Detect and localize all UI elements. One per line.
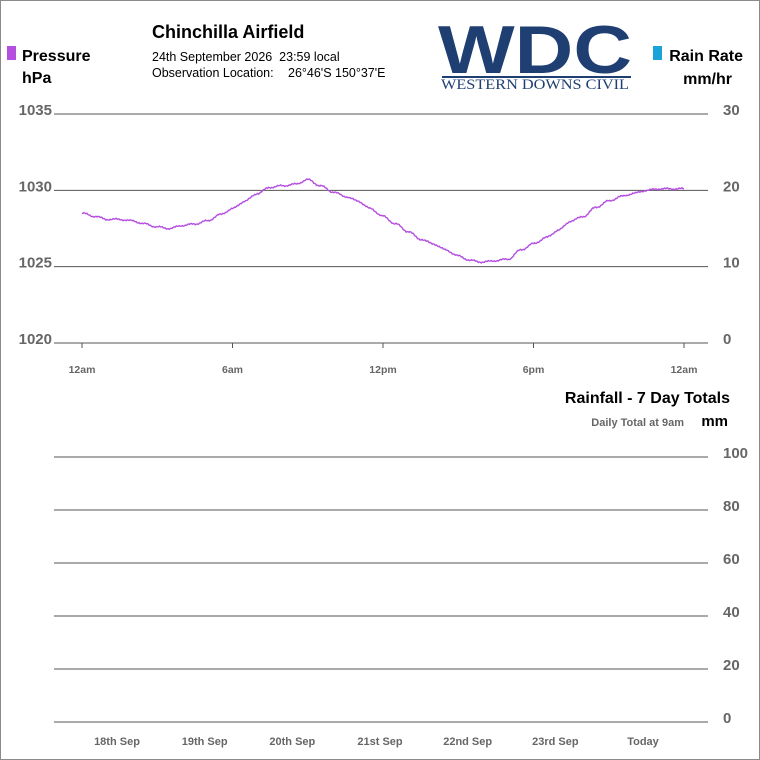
pressure-tick-label: 1025 (19, 255, 52, 272)
rainfall-day-ticks: 18th Sep 19th Sep 20th Sep 21st Sep 22nd Sep… (94, 736, 660, 748)
pressure-chart-grid (54, 113, 708, 344)
pressure-tick-label: 1030 (19, 178, 52, 195)
rainfall-unit-label: mm (701, 413, 728, 430)
rainfall-axis-ticks: 100 80 60 40 20 0 (723, 445, 748, 727)
observation-location-label: Observation Location: (152, 66, 274, 80)
pressure-axis-ticks: 1035 1030 1025 1020 (19, 102, 52, 348)
rainfall-day-label: 20th Sep (269, 736, 315, 748)
logo-subtitle: WESTERN DOWNS CIVIL (441, 77, 629, 93)
rainfall-tick-label: 0 (723, 710, 731, 727)
station-title: Chinchilla Airfield (152, 22, 304, 42)
pressure-legend-swatch (7, 46, 16, 60)
rainfall-day-label: 23rd Sep (532, 736, 579, 748)
rainfall-day-label: 19th Sep (182, 736, 228, 748)
logo-letters: WDC (438, 12, 632, 88)
rain-rate-unit-label: mm/hr (683, 71, 732, 88)
rain-rate-tick-label: 30 (723, 102, 740, 119)
pressure-unit-label: hPa (22, 70, 51, 87)
observation-datetime: 24th September 2026 23:59 local (152, 50, 340, 64)
rainfall-day-label: Today (627, 736, 659, 748)
rainfall-note: Daily Total at 9am (591, 417, 684, 429)
rain-rate-axis-ticks: 30 20 10 0 (723, 102, 740, 348)
pressure-series-line (81, 178, 685, 264)
observation-location-value: 26°46'S 150°37'E (288, 66, 386, 80)
time-axis-ticks: 12am 6am 12pm 6pm 12am (69, 343, 698, 376)
rainfall-day-label: 22nd Sep (443, 736, 492, 748)
rain-rate-legend-swatch (653, 46, 662, 60)
wdc-logo: WDC WESTERN DOWNS CIVIL (438, 12, 632, 93)
rainfall-chart-grid (54, 456, 708, 723)
pressure-tick-label: 1035 (19, 102, 52, 119)
rainfall-tick-label: 40 (723, 604, 740, 621)
time-tick-label: 12pm (369, 364, 396, 376)
rain-rate-legend-label: Rain Rate (669, 48, 743, 65)
time-tick-label: 6pm (523, 364, 545, 376)
rainfall-tick-label: 80 (723, 498, 740, 515)
rainfall-day-label: 18th Sep (94, 736, 140, 748)
rain-rate-tick-label: 10 (723, 255, 740, 272)
time-tick-label: 6am (222, 364, 243, 376)
rainfall-day-label: 21st Sep (357, 736, 403, 748)
rainfall-tick-label: 100 (723, 445, 748, 462)
time-tick-label: 12am (671, 364, 698, 376)
pressure-legend-label: Pressure (22, 48, 91, 65)
time-tick-label: 12am (69, 364, 96, 376)
rain-rate-tick-label: 20 (723, 178, 740, 195)
rainfall-chart-title: Rainfall - 7 Day Totals (565, 390, 730, 407)
rainfall-tick-label: 60 (723, 551, 740, 568)
pressure-tick-label: 1020 (19, 331, 52, 348)
rainfall-tick-label: 20 (723, 657, 740, 674)
rain-rate-tick-label: 0 (723, 331, 731, 348)
